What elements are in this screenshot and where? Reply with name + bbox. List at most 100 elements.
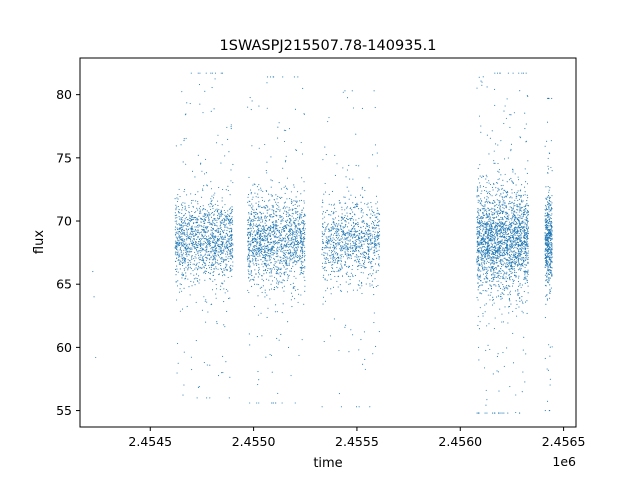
data-point [225, 263, 227, 265]
data-point [278, 206, 280, 208]
data-point [278, 282, 280, 284]
data-point [363, 267, 366, 269]
data-point [275, 251, 277, 253]
data-point [183, 138, 185, 140]
data-point [300, 232, 302, 234]
data-point [303, 223, 305, 226]
data-point [357, 261, 359, 263]
data-point [250, 271, 252, 273]
data-point [278, 236, 280, 238]
data-point [251, 285, 253, 288]
data-point [491, 227, 493, 229]
data-point [179, 227, 181, 230]
data-point [212, 222, 214, 224]
data-point [215, 283, 217, 286]
data-point [354, 204, 356, 206]
data-point [348, 229, 350, 231]
data-point [334, 253, 337, 255]
data-point [323, 216, 325, 218]
data-point [508, 225, 510, 227]
data-point [256, 232, 258, 234]
data-point [334, 232, 336, 234]
data-point [262, 285, 264, 287]
data-point [491, 238, 493, 240]
data-point [272, 221, 274, 223]
data-point [369, 261, 371, 263]
data-point [526, 224, 528, 226]
data-point [175, 242, 177, 244]
data-point [358, 349, 360, 351]
data-point [288, 209, 290, 211]
data-point [224, 326, 226, 328]
data-point [205, 256, 207, 259]
data-point [292, 231, 294, 233]
data-point [254, 245, 256, 247]
data-point [356, 231, 358, 233]
data-point [209, 250, 211, 253]
data-point [511, 260, 513, 263]
data-point [345, 262, 347, 264]
data-point [185, 272, 187, 274]
data-point [207, 242, 209, 244]
data-point [261, 230, 263, 232]
data-point [296, 205, 299, 207]
data-point [489, 190, 491, 193]
data-point [194, 284, 196, 286]
data-point [354, 230, 356, 232]
data-point [211, 241, 213, 243]
data-point [262, 280, 265, 282]
data-point [276, 198, 278, 200]
data-point [215, 230, 217, 232]
data-point [213, 214, 215, 216]
data-point [267, 206, 269, 208]
data-point [482, 315, 484, 317]
data-point [356, 255, 358, 257]
data-point [268, 215, 270, 217]
data-point [252, 220, 254, 222]
data-point [205, 237, 207, 239]
data-point [333, 262, 335, 264]
data-point [301, 222, 303, 224]
data-point [373, 249, 375, 252]
data-point [346, 186, 348, 188]
data-point [231, 216, 233, 218]
data-point [219, 225, 221, 227]
data-point [367, 261, 369, 263]
data-point [378, 220, 380, 222]
data-point [295, 240, 297, 242]
data-point [489, 284, 491, 286]
data-point [506, 262, 508, 264]
data-point [497, 275, 499, 278]
data-point [230, 236, 232, 238]
data-point [194, 234, 196, 237]
data-point [223, 238, 225, 240]
data-point [228, 241, 230, 243]
data-point [301, 256, 303, 258]
data-point [198, 254, 200, 256]
data-point [222, 260, 224, 263]
data-point [366, 203, 368, 205]
data-point [177, 245, 179, 247]
data-point [293, 249, 295, 251]
data-point [202, 272, 205, 274]
data-point [489, 218, 491, 220]
data-point [203, 296, 205, 298]
data-point [371, 242, 373, 244]
data-point [494, 232, 496, 234]
data-point [212, 228, 214, 231]
data-point [518, 211, 520, 213]
data-point [304, 250, 306, 252]
data-point [194, 248, 196, 250]
data-point [285, 155, 287, 157]
data-point [270, 233, 272, 235]
data-point [294, 402, 296, 404]
data-point [182, 265, 184, 267]
data-point [259, 244, 261, 246]
data-point [257, 255, 259, 258]
data-point [229, 215, 231, 218]
data-point [368, 177, 370, 179]
data-point [527, 269, 529, 271]
data-point [369, 230, 371, 232]
data-point [176, 224, 178, 226]
data-point [228, 231, 230, 233]
